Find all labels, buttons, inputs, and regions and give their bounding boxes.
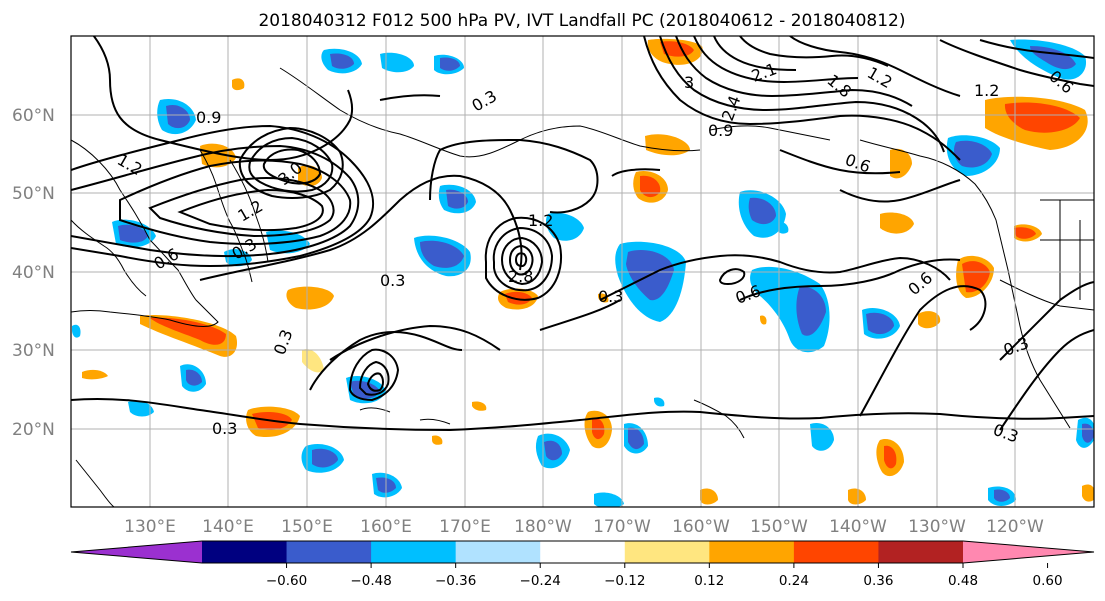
map-frame bbox=[70, 35, 1095, 508]
colorbar-tick-label: −0.48 bbox=[350, 573, 391, 589]
contour-label: 0.3 bbox=[380, 271, 405, 290]
figure-title: 2018040312 F012 500 hPa PV, IVT Landfall… bbox=[258, 11, 905, 31]
colorbar-tick-label: −0.12 bbox=[604, 573, 645, 589]
contour-label: 0.3 bbox=[212, 419, 237, 438]
colorbar-bin bbox=[286, 541, 372, 563]
lon-label: 170°W bbox=[593, 517, 651, 537]
colorbar-tick-label: 0.60 bbox=[1033, 573, 1063, 589]
colorbar-bin bbox=[202, 541, 288, 563]
pv-contours bbox=[71, 36, 1094, 432]
colorbar-tick-label: 0.48 bbox=[948, 573, 978, 589]
latitude-labels: 60°N 50°N 40°N 30°N 20°N bbox=[12, 106, 55, 440]
colorbar-bin bbox=[455, 541, 541, 563]
lat-label: 60°N bbox=[12, 106, 55, 126]
contour-label: 2.8 bbox=[508, 267, 533, 286]
colorbar-extend-low bbox=[71, 541, 202, 563]
lon-label: 140°W bbox=[829, 517, 887, 537]
contour-label: 1.2 bbox=[528, 211, 553, 230]
lon-label: 140°E bbox=[202, 517, 254, 537]
contour-label: 1.2 bbox=[974, 81, 999, 100]
colorbar-outline bbox=[70, 540, 1095, 564]
lon-label: 120°W bbox=[986, 517, 1044, 537]
contour-label: 0.9 bbox=[196, 108, 221, 127]
colorbar-bin bbox=[878, 541, 964, 563]
lon-label: 150°W bbox=[750, 517, 808, 537]
colorbar-tick-label: −0.36 bbox=[435, 573, 476, 589]
lon-label: 130°E bbox=[124, 517, 176, 537]
map-panel: 0.9 1.2 3.0 0.6 0.3 1.2 2.8 0.3 0.3 0.3 … bbox=[71, 36, 1094, 507]
lon-label: 130°W bbox=[908, 517, 966, 537]
lon-label: 160°W bbox=[672, 517, 730, 537]
colorbar-bin bbox=[793, 541, 879, 563]
lat-label: 30°N bbox=[12, 341, 55, 361]
lat-label: 50°N bbox=[12, 184, 55, 204]
colorbar-bin bbox=[371, 541, 457, 563]
colorbar-tick-label: −0.24 bbox=[520, 573, 561, 589]
lon-label: 160°E bbox=[360, 517, 412, 537]
lat-label: 20°N bbox=[12, 420, 55, 440]
contour-label: 0.3 bbox=[598, 287, 623, 306]
lat-label: 40°N bbox=[12, 263, 55, 283]
colorbar-bin bbox=[709, 541, 795, 563]
lon-label: 180°W bbox=[514, 517, 572, 537]
colorbar-bin bbox=[540, 541, 626, 563]
longitude-labels: 130°E 140°E 150°E 160°E 170°E 180°W 170°… bbox=[124, 517, 1044, 537]
colorbar-extend-high bbox=[963, 541, 1094, 563]
colorbar-tick-label: 0.12 bbox=[694, 573, 724, 589]
lon-label: 170°E bbox=[439, 517, 491, 537]
colorbar-bin bbox=[624, 541, 710, 563]
lon-label: 150°E bbox=[281, 517, 333, 537]
colorbar: −0.60 −0.48 −0.36 −0.24 −0.12 0.12 0.24 0.36 0.4… bbox=[70, 540, 1095, 589]
contour-label: 3 bbox=[684, 73, 694, 92]
colorbar-tick-label: 0.36 bbox=[863, 573, 893, 589]
colorbar-tick-label: 0.24 bbox=[779, 573, 809, 589]
contour-label: 0.9 bbox=[708, 121, 733, 140]
negative-anomalies bbox=[72, 39, 1094, 507]
colorbar-tick-label: −0.60 bbox=[266, 573, 307, 589]
